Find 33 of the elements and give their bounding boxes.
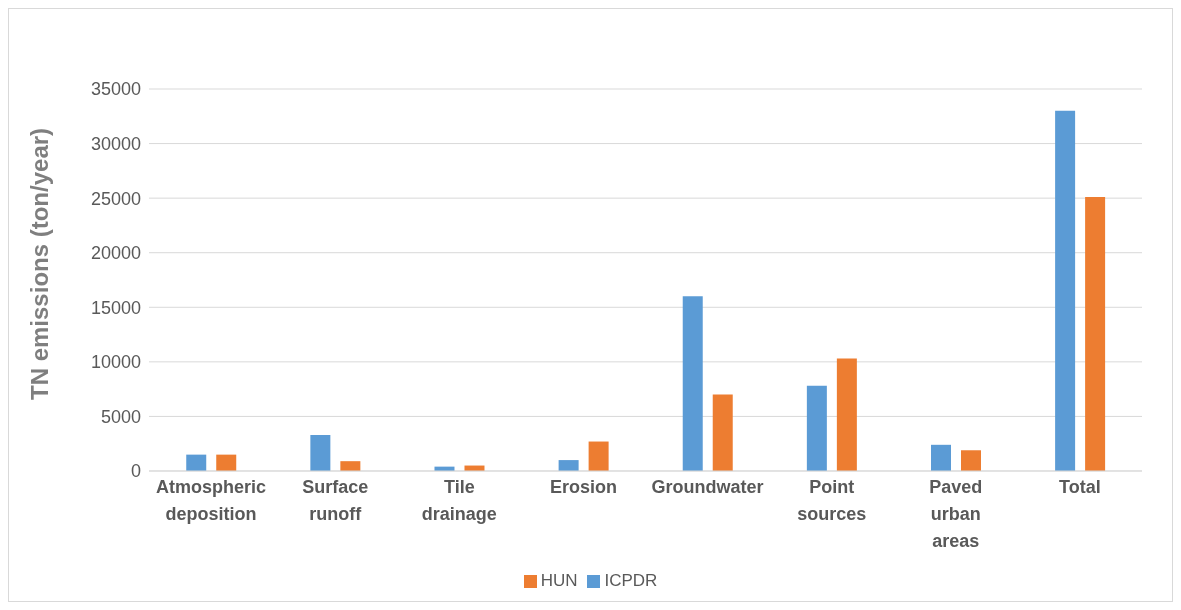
bar bbox=[588, 441, 609, 471]
bar bbox=[930, 444, 951, 471]
y-tick-label: 10000 bbox=[90, 352, 141, 373]
legend-label: ICPDR bbox=[604, 571, 658, 590]
x-tick-label: Erosion bbox=[549, 477, 617, 497]
x-tick-label: Total bbox=[1059, 477, 1101, 497]
bar bbox=[216, 454, 237, 471]
bar bbox=[340, 461, 361, 471]
y-tick-label: 15000 bbox=[90, 297, 141, 318]
y-tick-label: 5000 bbox=[100, 406, 141, 427]
y-tick-label: 20000 bbox=[90, 243, 141, 264]
x-tick-label: Groundwater bbox=[651, 477, 764, 497]
legend-label: HUN bbox=[540, 571, 578, 590]
bar bbox=[682, 296, 703, 471]
x-tick-label: Paved urban areas bbox=[929, 477, 983, 551]
y-tick-label: 30000 bbox=[90, 133, 141, 154]
bar bbox=[1055, 110, 1076, 471]
x-tick-label: Surface runoff bbox=[302, 477, 369, 524]
bar bbox=[558, 460, 579, 471]
y-tick-label: 35000 bbox=[90, 79, 141, 100]
x-tick-label: Point sources bbox=[797, 477, 867, 524]
bar bbox=[1085, 197, 1106, 471]
x-tick-label: Atmospheric deposition bbox=[156, 477, 267, 524]
x-tick-label: Tile drainage bbox=[421, 477, 497, 524]
y-tick-label: 0 bbox=[130, 461, 141, 482]
bar bbox=[960, 450, 981, 471]
bar bbox=[836, 358, 857, 471]
bar bbox=[806, 385, 827, 471]
bar bbox=[712, 394, 733, 471]
y-tick-label: 25000 bbox=[90, 188, 141, 209]
bar bbox=[186, 454, 207, 471]
y-axis-title: TN emissions (ton/year) bbox=[25, 127, 53, 400]
bar bbox=[310, 434, 331, 471]
